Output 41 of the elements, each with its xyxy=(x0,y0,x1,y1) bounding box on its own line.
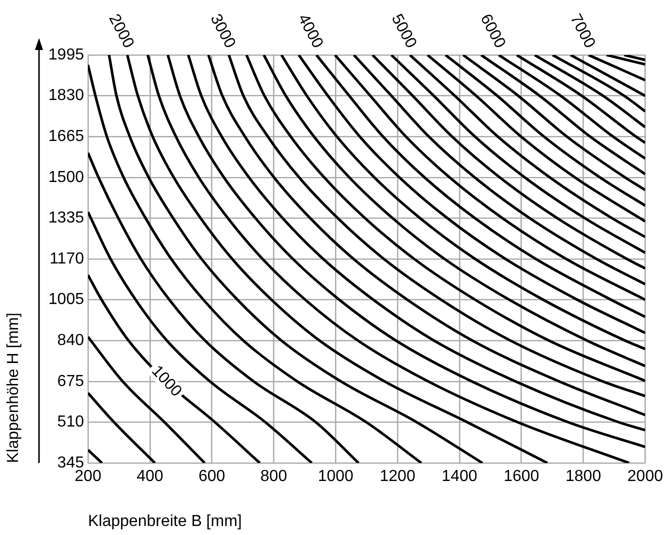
y-tick-label: 1830 xyxy=(48,87,84,104)
y-tick-label: 1500 xyxy=(48,168,84,186)
x-tick-label: 1400 xyxy=(442,468,478,486)
line-series xyxy=(88,336,206,463)
x-tick-label: 1600 xyxy=(504,468,540,486)
line-series xyxy=(462,55,646,192)
y-tick-label: 510 xyxy=(57,414,84,431)
x-tick-label: 1200 xyxy=(380,468,416,486)
line-series xyxy=(88,274,262,463)
text: 2000 xyxy=(105,12,137,52)
x-tick-label: 1800 xyxy=(565,468,602,486)
line-series xyxy=(444,55,646,207)
x-tick-label: 1000 xyxy=(318,468,354,486)
text: 4000 xyxy=(294,12,326,52)
line-series xyxy=(426,55,646,223)
y-tick-label: 1335 xyxy=(48,210,84,227)
line-series xyxy=(515,55,646,144)
line-series xyxy=(88,64,423,463)
y-tick-label: 675 xyxy=(57,372,84,390)
line-series xyxy=(88,152,360,463)
text: 5000 xyxy=(388,12,420,52)
line-series xyxy=(497,55,646,160)
x-tick-label: 2000 xyxy=(627,468,664,486)
y-tick-label: 1995 xyxy=(48,46,84,64)
line-series xyxy=(126,55,549,463)
x-tick-label: 600 xyxy=(198,468,226,486)
text: 6000 xyxy=(476,12,508,52)
x-tick-label: 800 xyxy=(260,468,288,486)
line-series xyxy=(480,55,646,176)
text: 3000 xyxy=(206,12,238,52)
line-series xyxy=(88,210,314,463)
text: 7000 xyxy=(566,12,598,52)
y-tick-label: 1005 xyxy=(48,291,84,308)
y-tick-label: 1170 xyxy=(50,250,84,268)
y-axis-title: Klappenhöhe H [mm] xyxy=(5,312,22,463)
x-axis-title: Klappenbreite B [mm] xyxy=(88,512,242,530)
x-tick-label: 200 xyxy=(74,468,102,486)
x-tick-label: 400 xyxy=(136,468,164,486)
y-tick-label: 840 xyxy=(57,332,84,350)
y-tick-label: 1665 xyxy=(48,128,84,146)
line-series xyxy=(108,55,484,463)
